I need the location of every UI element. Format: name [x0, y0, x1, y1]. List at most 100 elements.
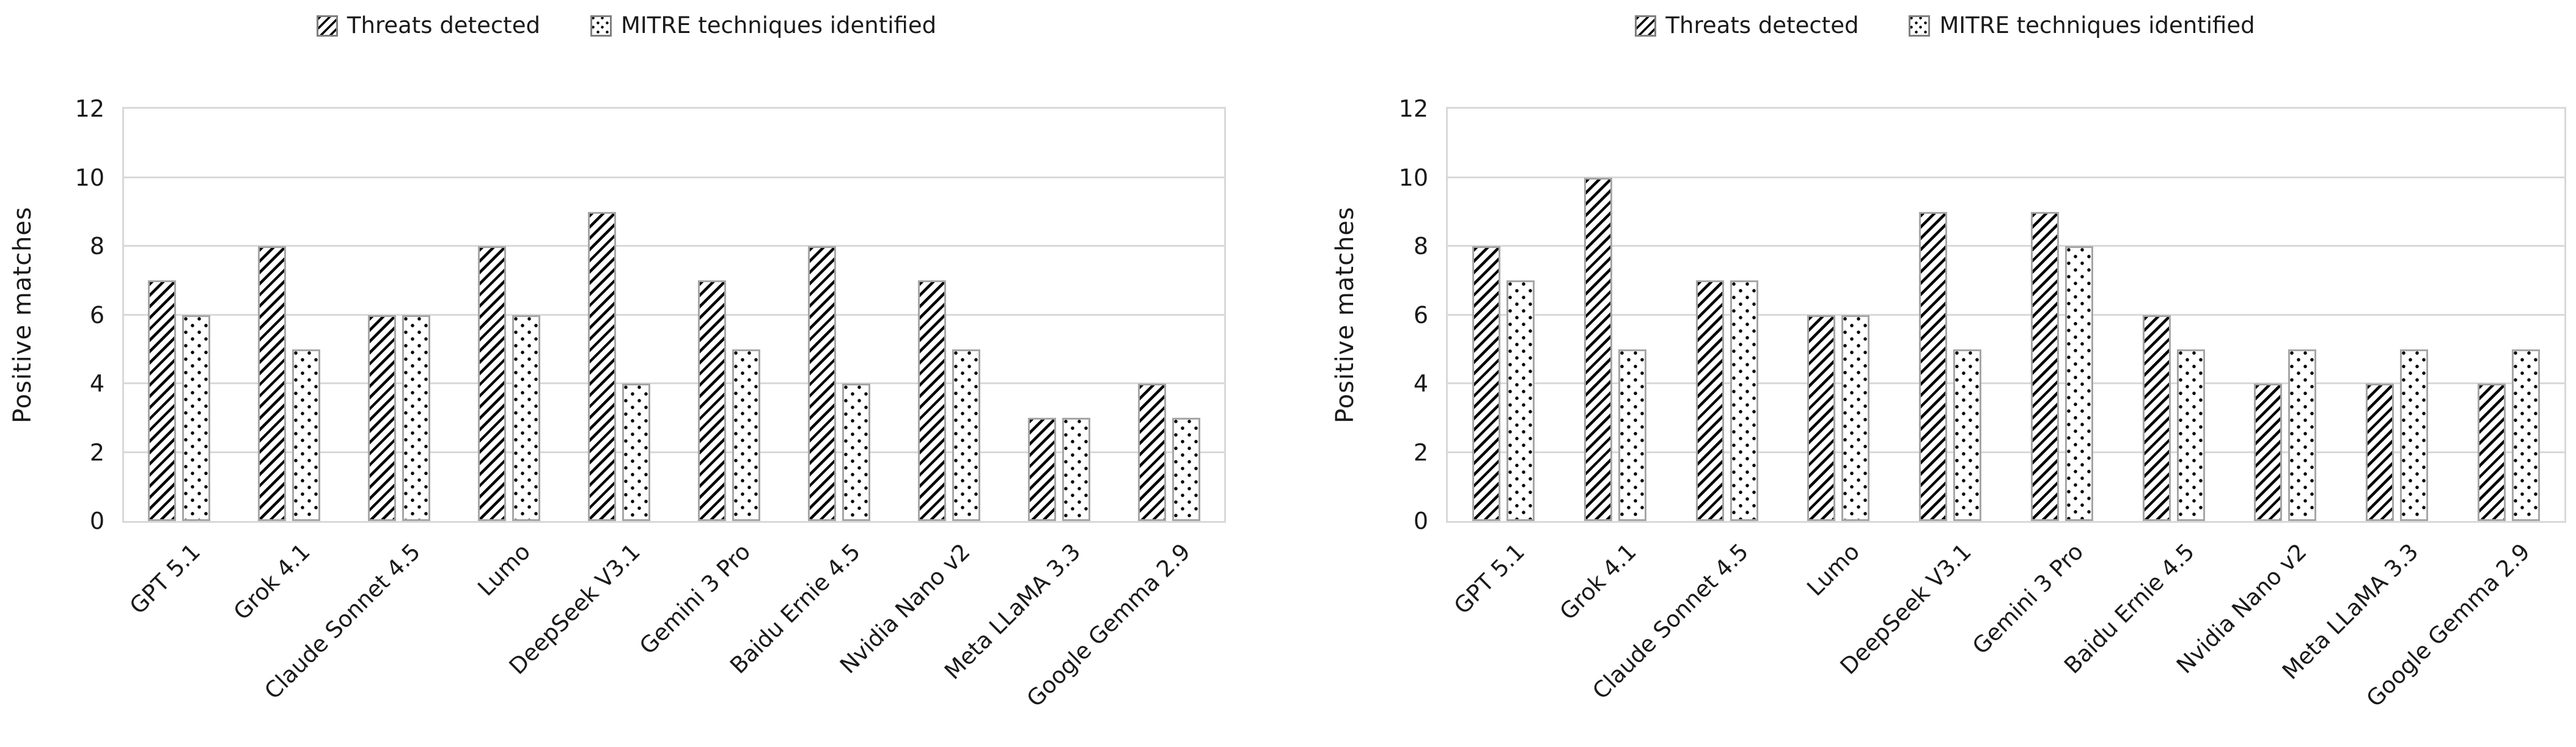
y-tick-label-12: 12	[75, 95, 105, 122]
legend-label-mitre-techniques: MITRE techniques identified	[1939, 12, 2255, 38]
gridline-4	[1448, 382, 2564, 385]
bar-threats-detected	[258, 246, 286, 521]
gridline-4	[124, 382, 1224, 385]
bar-threats-detected	[1472, 246, 1501, 521]
y-tick-label-8: 8	[89, 233, 105, 260]
category-group: Nvidia Nano v2	[835, 109, 1004, 679]
bar-threats-detected	[588, 211, 616, 521]
x-axis-label: Lumo	[472, 538, 535, 602]
bar-threats-detected	[2142, 315, 2171, 521]
bar-threats-detected	[2030, 211, 2059, 521]
bar-mitre-techniques	[842, 384, 870, 521]
category-group: Lumo	[1783, 109, 1895, 601]
x-axis-label: Gemini 3 Pro	[634, 538, 755, 660]
category-group: DeepSeek V3.1	[1835, 109, 2006, 680]
bar-threats-detected	[2477, 384, 2506, 521]
diagonal-hatch-swatch-icon	[316, 15, 338, 37]
gridline-8	[1448, 245, 2564, 247]
legend-item-threats-detected: Threats detected	[1635, 13, 1859, 38]
bar-mitre-techniques	[182, 315, 210, 521]
bar-mitre-techniques	[1730, 280, 1758, 521]
bar-threats-detected	[148, 280, 176, 521]
dots-swatch-icon	[590, 15, 612, 37]
x-axis-label: Lumo	[1802, 538, 1865, 602]
gridline-10	[1448, 176, 2564, 178]
bar-mitre-techniques	[1841, 315, 1870, 521]
category-group: GPT 5.1	[124, 109, 234, 619]
y-tick-label-6: 6	[89, 301, 105, 329]
gridline-8	[124, 245, 1224, 247]
category-group: Claude Sonnet 4.5	[259, 109, 454, 704]
y-axis-title: Positive matches	[1331, 206, 1359, 423]
bar-mitre-techniques	[2176, 349, 2205, 521]
category-group: Baidu Ernie 4.5	[2060, 109, 2229, 679]
bar-mitre-techniques	[622, 384, 650, 521]
y-tick-label-0: 0	[1413, 508, 1428, 534]
gridline-6	[124, 314, 1224, 316]
x-axis-label: GPT 5.1	[124, 538, 205, 619]
category-group: DeepSeek V3.1	[504, 109, 674, 680]
category-group: Meta LLaMA 3.3	[939, 109, 1114, 685]
gridline-2	[1448, 451, 2564, 453]
category-group: Google Gemma 2.9	[2361, 109, 2564, 712]
bar-threats-detected	[2365, 384, 2394, 521]
y-tick-label-4: 4	[89, 370, 105, 397]
gridline-10	[124, 176, 1224, 178]
legend-item-threats-detected: Threats detected	[316, 12, 540, 38]
dots-swatch-icon	[1909, 15, 1931, 37]
bar-mitre-techniques	[402, 315, 430, 521]
x-axis-label: GPT 5.1	[1448, 538, 1530, 619]
category-group: Gemini 3 Pro	[634, 109, 784, 660]
category-group: GPT 5.1	[1448, 109, 1560, 619]
bar-mitre-techniques	[1506, 280, 1535, 521]
category-group: Grok 4.1	[1555, 109, 1671, 625]
bar-threats-detected	[698, 280, 726, 521]
bar-mitre-techniques	[1172, 418, 1200, 521]
y-axis-title: Positive matches	[9, 206, 37, 423]
legend: Threats detected MITRE techniques identi…	[0, 13, 1253, 38]
bar-mitre-techniques	[292, 349, 320, 521]
category-group: Nvidia Nano v2	[2171, 109, 2341, 679]
category-group: Lumo	[454, 109, 564, 601]
bar-threats-detected	[1028, 418, 1056, 521]
bar-mitre-techniques	[732, 349, 760, 521]
bar-threats-detected	[1695, 280, 1724, 521]
x-axis-label: Gemini 3 Pro	[1967, 538, 2088, 660]
y-tick-label-10: 10	[75, 164, 105, 191]
bar-threats-detected	[478, 246, 506, 521]
bar-threats-detected	[808, 246, 836, 521]
bar-mitre-techniques	[2511, 349, 2540, 521]
bar-threats-detected	[1138, 384, 1166, 521]
bar-mitre-techniques	[2064, 246, 2093, 521]
bar-threats-detected	[918, 280, 946, 521]
category-group: Grok 4.1	[229, 109, 344, 625]
y-tick-label-10: 10	[1398, 164, 1428, 191]
x-axis-label: Grok 4.1	[1555, 538, 1642, 625]
category-group: Google Gemma 2.9	[1022, 109, 1224, 712]
bar-mitre-techniques	[512, 315, 540, 521]
chart-threats-right: Threats detected MITRE techniques identi…	[1314, 0, 2576, 747]
gridline-6	[1448, 314, 2564, 316]
category-group: Meta LLaMA 3.3	[2277, 109, 2453, 685]
y-tick-label-0: 0	[89, 508, 105, 534]
legend-label-threats-detected: Threats detected	[347, 12, 540, 38]
category-group: Baidu Ernie 4.5	[725, 109, 894, 679]
y-tick-label-6: 6	[1413, 301, 1428, 329]
legend-item-mitre-techniques: MITRE techniques identified	[1909, 13, 2255, 38]
bar-threats-detected	[1807, 315, 1836, 521]
bar-mitre-techniques	[1618, 349, 1647, 521]
y-tick-label-2: 2	[89, 439, 105, 466]
gridline-2	[124, 451, 1224, 453]
bar-threats-detected	[1919, 211, 1948, 521]
bar-threats-detected	[1584, 177, 1613, 521]
bar-mitre-techniques	[2399, 349, 2428, 521]
y-tick-label-2: 2	[1413, 439, 1428, 466]
bar-threats-detected	[2254, 384, 2283, 521]
bar-threats-detected	[368, 315, 396, 521]
plot-area: 0 2 4 6 8 10 12 GPT 5.1 Grok 4.1 Claude Sonnet 4.…	[75, 97, 1226, 712]
bar-mitre-techniques	[1953, 349, 1982, 521]
category-group: Gemini 3 Pro	[1967, 109, 2118, 660]
chart-threats-left: Threats detected MITRE techniques identi…	[0, 0, 1253, 747]
category-group: Claude Sonnet 4.5	[1587, 109, 1783, 704]
